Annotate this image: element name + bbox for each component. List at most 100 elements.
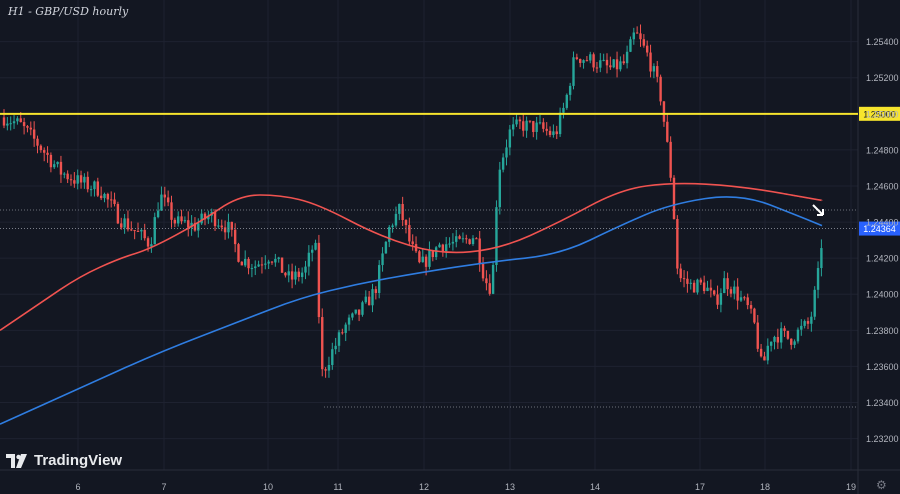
candle-body	[73, 180, 76, 184]
candle-body	[428, 250, 431, 267]
candle-body	[599, 60, 602, 68]
y-tick-label: 1.23400	[866, 398, 899, 408]
candle-body	[99, 195, 103, 199]
candle-body	[19, 118, 22, 123]
candle-body	[39, 145, 43, 151]
candle-body	[666, 121, 669, 142]
candle-body	[227, 221, 230, 233]
candle-body	[341, 332, 344, 334]
candle-body	[163, 194, 166, 198]
candle-body	[481, 263, 485, 279]
candle-body	[240, 261, 244, 266]
candle-body	[702, 282, 706, 292]
candle-body	[468, 239, 471, 245]
candle-body	[719, 293, 723, 305]
candle-body	[156, 210, 160, 218]
candle-body	[709, 287, 713, 291]
candle-body	[334, 345, 337, 350]
candle-body	[2, 117, 6, 126]
candle-body	[642, 39, 646, 46]
candle-body	[434, 247, 438, 258]
candle-body	[729, 289, 733, 294]
candle-body	[753, 308, 756, 323]
candle-body	[421, 256, 424, 263]
candle-body	[786, 330, 790, 339]
candle-body	[197, 223, 200, 231]
candle-body	[384, 241, 388, 254]
candle-body	[277, 257, 280, 259]
candle-body	[441, 244, 445, 252]
candle-body	[635, 32, 639, 34]
candle-body	[723, 278, 726, 294]
candle-body	[418, 251, 421, 263]
candle-body	[458, 236, 461, 239]
candle-body	[773, 336, 776, 342]
candle-body	[733, 286, 736, 294]
candle-body	[796, 329, 800, 342]
y-tick-label: 1.25000	[866, 109, 899, 119]
candle-body	[582, 60, 585, 63]
candle-body	[532, 121, 535, 132]
candle-body	[525, 120, 528, 131]
candle-body	[43, 150, 46, 153]
y-axis: 1.25400 1.25200 1.25000 1.24800 1.24600 1.244…	[866, 37, 899, 444]
candle-body	[699, 279, 702, 283]
candle-body	[367, 296, 371, 306]
candle-body	[565, 94, 568, 108]
candle-body	[200, 213, 203, 224]
candle-body	[76, 175, 79, 184]
candle-body	[542, 122, 545, 129]
y-tick-label: 1.25400	[866, 37, 899, 47]
candle-body	[609, 65, 612, 68]
candle-body	[689, 282, 692, 284]
candle-body	[672, 177, 676, 220]
candle-body	[223, 227, 227, 233]
moving-average-blue	[0, 196, 823, 425]
candle-body	[461, 238, 465, 240]
candle-body	[780, 328, 783, 343]
candle-body	[612, 59, 615, 68]
candle-body	[692, 282, 696, 293]
candle-body	[485, 278, 488, 284]
candle-body	[706, 287, 709, 292]
candle-body	[136, 230, 140, 232]
candle-body	[408, 225, 411, 242]
candle-body	[501, 157, 505, 170]
candle-body	[806, 321, 810, 324]
candle-body	[404, 220, 408, 226]
candle-body	[508, 129, 512, 148]
candle-body	[455, 236, 458, 242]
candle-body	[6, 123, 9, 126]
candle-body	[300, 272, 304, 277]
candle-body	[16, 118, 19, 122]
candle-body	[585, 60, 589, 62]
candle-body	[307, 252, 311, 267]
candle-body	[656, 66, 659, 77]
candle-body	[270, 261, 274, 263]
candle-body	[244, 258, 247, 266]
candle-body	[257, 264, 260, 267]
candle-body	[36, 138, 39, 146]
candle-body	[327, 364, 331, 371]
candle-body	[374, 289, 378, 293]
tradingview-logo[interactable]: TradingView	[6, 452, 122, 469]
candle-body	[314, 242, 317, 250]
candle-body	[776, 336, 780, 343]
candle-body	[133, 230, 136, 232]
candle-body	[12, 121, 16, 124]
candle-body	[548, 130, 552, 135]
candle-body	[304, 266, 307, 273]
last-price-label: 1.24364	[863, 224, 896, 234]
x-tick-label: 11	[333, 482, 342, 492]
candle-body	[696, 279, 699, 293]
candle-body	[552, 131, 555, 135]
gear-icon[interactable]: ⚙	[876, 478, 887, 492]
x-tick-label: 13	[505, 482, 515, 492]
x-tick-label: 6	[75, 482, 80, 492]
candle-body	[297, 271, 300, 277]
candle-body	[59, 161, 63, 175]
candle-body	[763, 356, 766, 361]
candle-body	[113, 199, 116, 204]
